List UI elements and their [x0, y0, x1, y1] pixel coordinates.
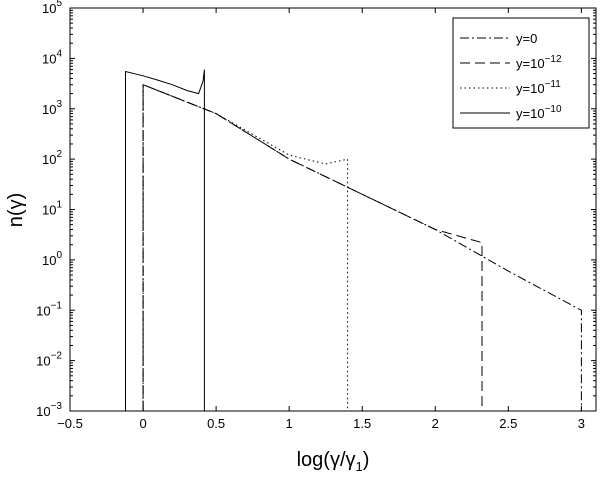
legend-box	[452, 17, 590, 129]
series-layer	[125, 69, 582, 411]
y-tick-label-8: 105	[42, 0, 62, 16]
y-axis: 10−3 10−2 10−1 100 101 102 103 104 105	[36, 0, 596, 419]
series-line-1	[142, 83, 483, 411]
legend: y=0 y=10−12 y=10−11 y=10−10	[452, 17, 590, 129]
x-tick-label-6: 2.5	[499, 416, 517, 431]
x-tick-label-4: 1.5	[353, 416, 371, 431]
x-tick-label-0: −0.5	[57, 416, 83, 431]
legend-label-3: y=10−10	[516, 104, 562, 121]
x-axis: −0.5 0 0.5 1 1.5 2 2.5 3	[57, 8, 585, 431]
legend-label-2: y=10−11	[516, 79, 561, 96]
y-tick-label-4: 101	[42, 200, 62, 218]
y-tick-label-3: 100	[42, 250, 62, 268]
x-tick-label-2: 0.5	[207, 416, 225, 431]
x-axis-label: log(γ/γ1)	[297, 449, 370, 474]
y-tick-label-2: 10−1	[36, 300, 62, 318]
x-axis-label-sub: 1	[356, 459, 363, 474]
legend-label-0: y=0	[516, 31, 537, 46]
y-tick-label-7: 104	[42, 48, 62, 66]
y-tick-label-1: 10−2	[36, 351, 62, 369]
x-tick-label-1: 0	[139, 416, 146, 431]
y-axis-label: n(γ)	[5, 193, 27, 227]
x-axis-label-close: )	[363, 449, 370, 471]
series-line-0	[142, 83, 582, 411]
legend-label-1: y=10−12	[516, 54, 562, 71]
y-tick-label-0: 10−3	[36, 401, 62, 419]
x-tick-label-3: 1	[286, 416, 293, 431]
y-tick-label-5: 102	[42, 149, 62, 167]
x-axis-label-main: log(γ/γ	[297, 449, 356, 471]
series-line-2	[142, 83, 349, 411]
series-line-3	[125, 69, 205, 411]
x-tick-label-7: 3	[578, 416, 585, 431]
y-tick-label-6: 103	[42, 99, 62, 117]
x-tick-label-5: 2	[432, 416, 439, 431]
